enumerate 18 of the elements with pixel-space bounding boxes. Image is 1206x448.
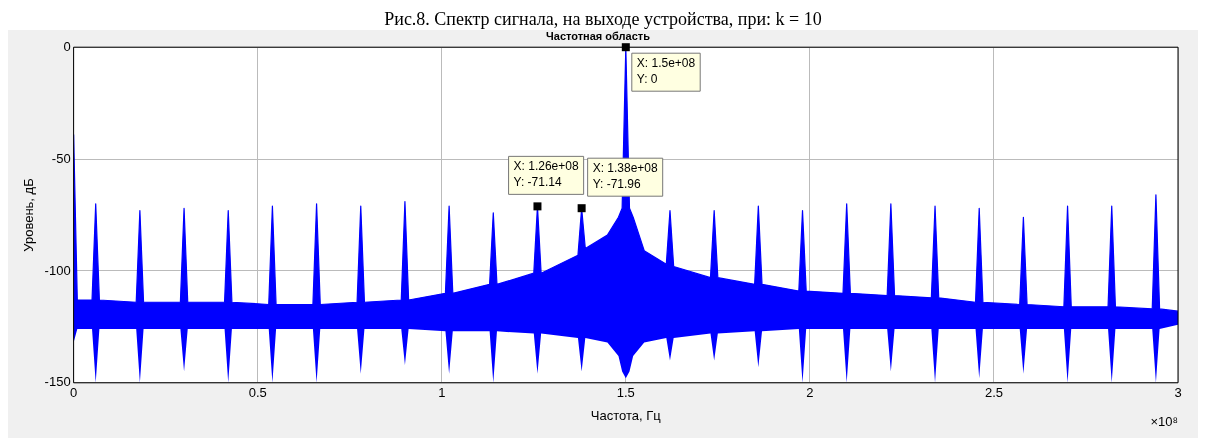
annotation: X: 1.38e+08 Y: -71.96 (592, 160, 659, 191)
y-axis-title: Уровень, дБ (21, 178, 37, 252)
chart-title: Рис.8. Спектр сигнала, на выходе устройства, при: k = 10 (383, 8, 823, 30)
text: ×10⁸ (1150, 414, 1178, 430)
y-tick-label: 0 (63, 38, 71, 54)
x-tick-label: 2.5 (984, 385, 1003, 401)
annotation: X: 1.5e+08 Y: 0 (636, 55, 696, 86)
x-tick-label: 2 (806, 385, 814, 401)
x-axis-title: Частота, Гц (590, 407, 662, 423)
chart-subtitle: Частотная область (546, 29, 651, 42)
y-tick-label: -50 (51, 150, 71, 166)
x-tick-label: 0.5 (248, 385, 267, 401)
x-tick-label: 1.5 (616, 385, 635, 401)
x-tick-label: 3 (1174, 385, 1182, 401)
y-tick-label: -150 (44, 374, 71, 390)
x-tick-label: 1 (438, 385, 446, 401)
y-tick-label: -100 (44, 262, 71, 278)
annotation: X: 1.26e+08 Y: -71.14 (513, 158, 579, 189)
